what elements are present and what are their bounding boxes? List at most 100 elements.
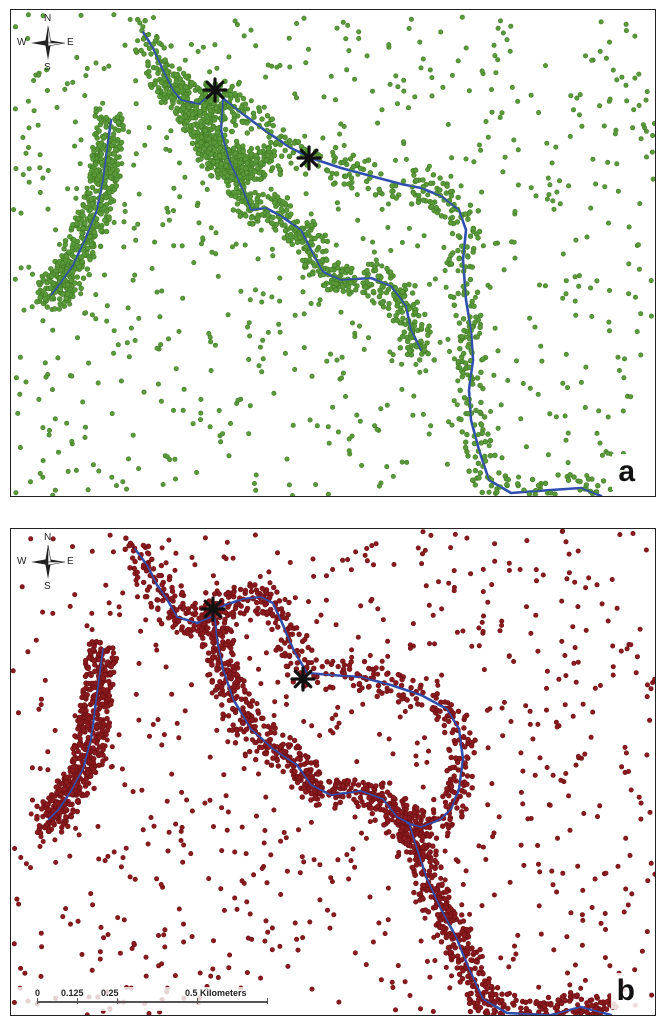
observation-point [576, 273, 582, 279]
observation-point [271, 807, 277, 813]
observation-point [282, 222, 288, 229]
observation-point [179, 624, 185, 630]
observation-point [483, 119, 489, 125]
observation-point [408, 685, 414, 691]
observation-point [277, 167, 283, 173]
observation-point [628, 394, 634, 400]
river-line [50, 119, 112, 296]
observation-point [430, 1008, 436, 1014]
observation-point [219, 684, 225, 690]
observation-point [194, 85, 201, 91]
observation-point [473, 314, 479, 320]
observation-point [300, 274, 306, 280]
observation-point [157, 93, 163, 100]
observation-point [407, 992, 413, 998]
compass-east-label: E [67, 37, 74, 48]
observation-point [414, 299, 420, 305]
observation-point [563, 351, 569, 357]
observation-point [463, 439, 469, 445]
observation-point [269, 611, 276, 617]
observation-point [133, 151, 139, 157]
observation-point [455, 378, 461, 384]
observation-point [23, 861, 29, 867]
observation-point [290, 422, 296, 428]
observation-point [440, 823, 446, 829]
observation-point [394, 805, 400, 812]
observation-point [174, 607, 180, 613]
observation-point [38, 930, 44, 936]
observation-point [260, 291, 266, 297]
observation-point [258, 160, 264, 166]
observation-point [623, 82, 629, 88]
observation-point [245, 324, 251, 330]
observation-point [116, 732, 122, 738]
observation-point [96, 762, 102, 769]
observation-point [453, 857, 459, 863]
observation-point [160, 222, 166, 228]
observation-point [300, 289, 306, 295]
observation-point [412, 283, 418, 289]
observation-point [360, 289, 366, 295]
observation-point [535, 842, 541, 848]
observation-point [533, 567, 539, 573]
observation-point [161, 732, 167, 738]
observation-point [491, 372, 497, 378]
observation-point [244, 160, 250, 166]
observation-point [390, 794, 396, 801]
observation-point [126, 543, 132, 549]
observation-point [109, 411, 115, 417]
observation-point [479, 953, 485, 959]
observation-point [37, 843, 43, 849]
observation-point [14, 896, 20, 902]
observation-point [355, 782, 362, 788]
observation-point [383, 808, 389, 814]
observation-point [166, 829, 172, 835]
observation-point [369, 810, 375, 817]
observation-point [217, 145, 223, 151]
observation-point [84, 65, 90, 71]
observation-point [98, 211, 104, 217]
observation-point [106, 214, 112, 220]
observation-point [230, 722, 236, 728]
observation-point [360, 280, 366, 286]
observation-point [623, 835, 629, 841]
observation-point [277, 943, 283, 949]
observation-point [460, 316, 467, 322]
observation-point [647, 809, 653, 815]
observation-point [413, 753, 419, 759]
observation-point [85, 487, 91, 493]
observation-point [573, 762, 579, 768]
observation-point [277, 298, 283, 304]
observation-point [236, 153, 243, 159]
observation-point [316, 801, 322, 808]
observation-point [284, 195, 291, 201]
observation-point [325, 287, 331, 293]
observation-point [379, 263, 385, 269]
observation-point [412, 94, 418, 100]
observation-point [229, 727, 236, 733]
observation-point [35, 122, 41, 128]
observation-point [242, 101, 249, 107]
observation-point [334, 200, 340, 206]
observation-point [87, 256, 93, 263]
observation-point [192, 605, 199, 612]
observation-point [369, 298, 375, 304]
observation-point [387, 269, 394, 275]
observation-point [312, 788, 318, 794]
observation-point [502, 154, 508, 160]
observation-point [366, 683, 372, 690]
observation-point [70, 241, 76, 247]
observation-point [127, 17, 133, 23]
observation-point [463, 360, 469, 366]
observation-point [15, 410, 21, 416]
observation-point [132, 272, 138, 278]
observation-point [309, 723, 315, 729]
observation-point [350, 163, 357, 170]
observation-point [282, 134, 288, 141]
observation-point [342, 173, 349, 179]
observation-point [120, 479, 126, 485]
observation-point [462, 714, 468, 720]
observation-point [359, 462, 365, 468]
observation-point [133, 101, 139, 107]
observation-point [472, 467, 479, 474]
